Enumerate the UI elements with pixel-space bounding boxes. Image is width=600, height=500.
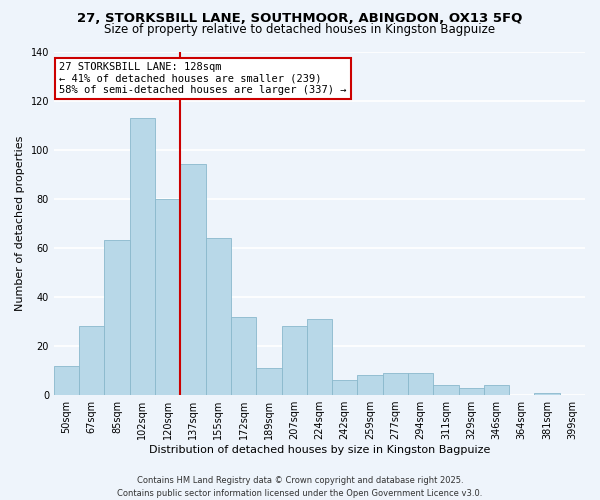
Bar <box>206 238 231 395</box>
Bar <box>256 368 281 395</box>
Bar <box>104 240 130 395</box>
Bar <box>79 326 104 395</box>
Bar <box>433 386 458 395</box>
Text: 27, STORKSBILL LANE, SOUTHMOOR, ABINGDON, OX13 5FQ: 27, STORKSBILL LANE, SOUTHMOOR, ABINGDON… <box>77 12 523 26</box>
Bar <box>281 326 307 395</box>
Text: 27 STORKSBILL LANE: 128sqm
← 41% of detached houses are smaller (239)
58% of sem: 27 STORKSBILL LANE: 128sqm ← 41% of deta… <box>59 62 347 95</box>
Bar <box>484 386 509 395</box>
Bar <box>383 373 408 395</box>
Bar <box>155 198 181 395</box>
Bar <box>535 392 560 395</box>
Text: Contains HM Land Registry data © Crown copyright and database right 2025.
Contai: Contains HM Land Registry data © Crown c… <box>118 476 482 498</box>
Text: Size of property relative to detached houses in Kingston Bagpuize: Size of property relative to detached ho… <box>104 22 496 36</box>
Bar <box>54 366 79 395</box>
Bar <box>130 118 155 395</box>
Bar <box>181 164 206 395</box>
Bar <box>358 376 383 395</box>
Bar <box>458 388 484 395</box>
Bar <box>408 373 433 395</box>
Bar <box>307 319 332 395</box>
Bar <box>332 380 358 395</box>
X-axis label: Distribution of detached houses by size in Kingston Bagpuize: Distribution of detached houses by size … <box>149 445 490 455</box>
Bar <box>231 316 256 395</box>
Y-axis label: Number of detached properties: Number of detached properties <box>15 136 25 311</box>
